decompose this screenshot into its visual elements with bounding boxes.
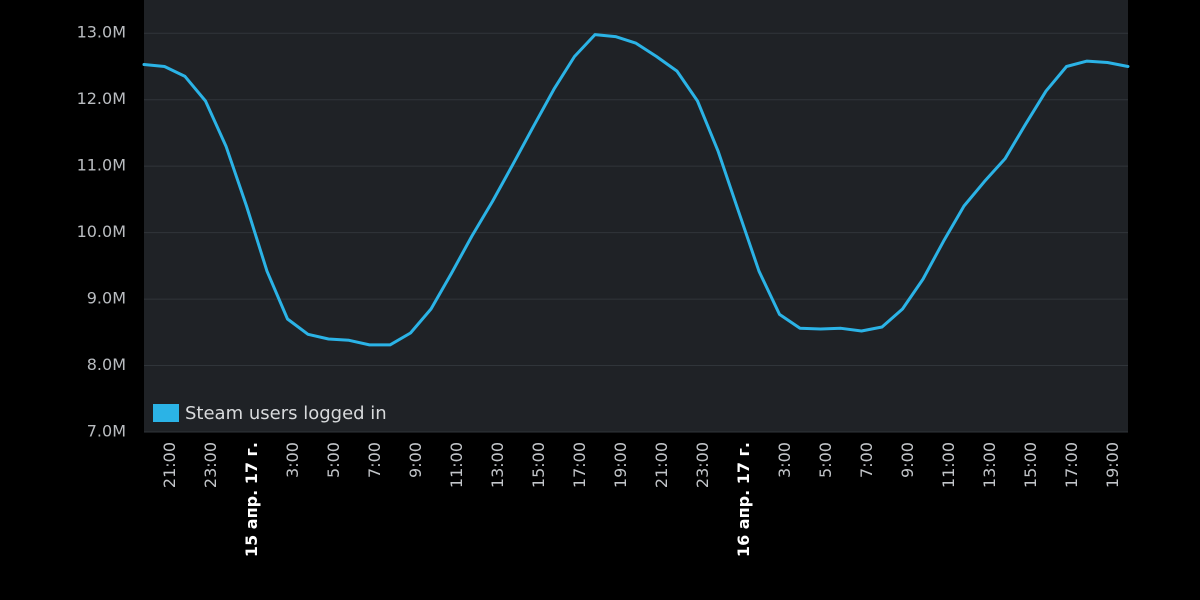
y-tick-label: 7.0M xyxy=(87,422,126,441)
x-tick-label: 9:00 xyxy=(898,442,917,478)
legend-swatch xyxy=(153,404,179,422)
x-tick-label: 3:00 xyxy=(283,442,302,478)
x-tick-label: 16 апр. 17 г. xyxy=(734,442,753,557)
x-tick-label: 23:00 xyxy=(201,442,220,488)
y-tick-label: 8.0M xyxy=(87,355,126,374)
y-tick-label: 13.0M xyxy=(77,23,126,42)
x-tick-label: 13:00 xyxy=(980,442,999,488)
x-tick-label: 19:00 xyxy=(611,442,630,488)
x-tick-label: 7:00 xyxy=(365,442,384,478)
x-tick-label: 3:00 xyxy=(775,442,794,478)
data-line xyxy=(142,33,1130,347)
x-tick-label: 7:00 xyxy=(857,442,876,478)
x-tick-label: 21:00 xyxy=(652,442,671,488)
x-tick-label: 21:00 xyxy=(160,442,179,488)
x-tick-label: 9:00 xyxy=(406,442,425,478)
x-tick-label: 13:00 xyxy=(488,442,507,488)
plot-area xyxy=(144,0,1128,432)
x-tick-label: 15 апр. 17 г. xyxy=(242,442,261,557)
x-tick-label: 19:00 xyxy=(1103,442,1122,488)
x-tick-label: 11:00 xyxy=(447,442,466,488)
y-tick-label: 9.0M xyxy=(87,289,126,308)
x-tick-label: 5:00 xyxy=(816,442,835,478)
x-tick-label: 23:00 xyxy=(693,442,712,488)
x-tick-label: 15:00 xyxy=(529,442,548,488)
x-tick-label: 17:00 xyxy=(570,442,589,488)
y-tick-label: 11.0M xyxy=(77,156,126,175)
x-tick-label: 5:00 xyxy=(324,442,343,478)
x-tick-label: 11:00 xyxy=(939,442,958,488)
legend-label: Steam users logged in xyxy=(185,403,387,424)
x-tick-label: 17:00 xyxy=(1062,442,1081,488)
x-tick-label: 15:00 xyxy=(1021,442,1040,488)
y-tick-label: 12.0M xyxy=(77,89,126,108)
y-tick-label: 10.0M xyxy=(77,222,126,241)
